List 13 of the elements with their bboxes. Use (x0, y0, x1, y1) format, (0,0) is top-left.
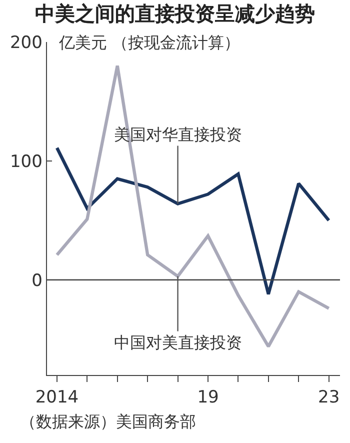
series-label: 中国对美直接投资 (114, 333, 242, 352)
y-axis-title: 亿美元 （按现金流计算） (58, 33, 240, 52)
y-tick-label: 200 (10, 32, 42, 53)
x-tick-label: 2014 (35, 388, 79, 408)
y-tick-label: 100 (10, 152, 42, 172)
line-series (55, 64, 330, 348)
chart-title: 中美之间的直接投资呈减少趋势 (35, 2, 315, 26)
x-tick-label: 23 (318, 388, 340, 408)
x-tick-label: 19 (197, 388, 219, 408)
line-series (55, 146, 330, 296)
series-label: 美国对华直接投资 (114, 125, 242, 144)
y-tick-label: 0 (32, 270, 42, 291)
text: （数据来源）美国商务部 (20, 412, 196, 431)
